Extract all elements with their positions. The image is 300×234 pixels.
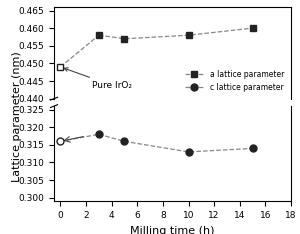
Text: Pure IrO₂: Pure IrO₂ <box>64 68 132 90</box>
Legend: a lattice parameter, c lattice parameter: a lattice parameter, c lattice parameter <box>182 67 287 95</box>
X-axis label: Milling time (h): Milling time (h) <box>130 226 215 234</box>
Text: Lattice parameter (nm): Lattice parameter (nm) <box>12 52 22 182</box>
